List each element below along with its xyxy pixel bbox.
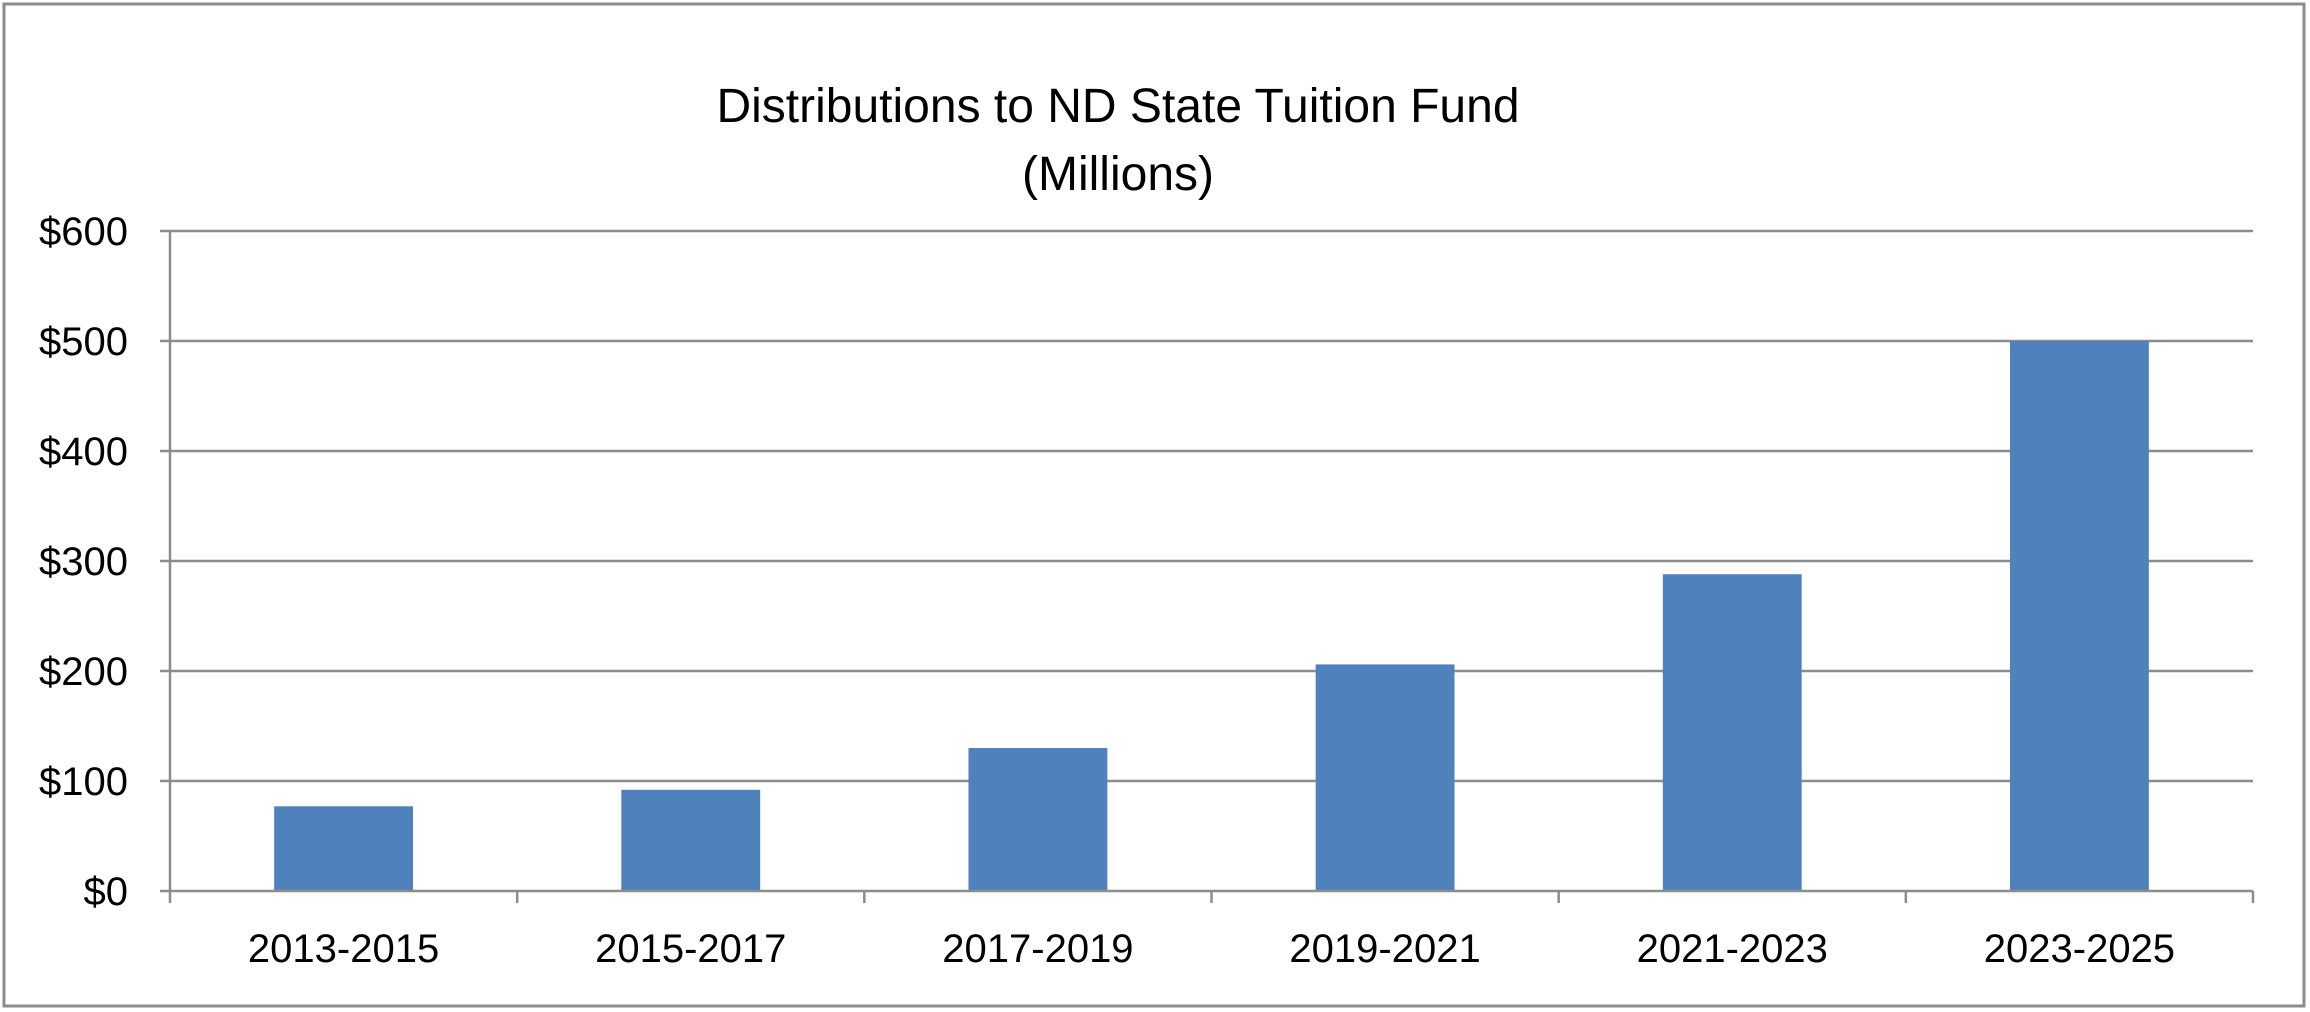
gridlines (170, 229, 2253, 783)
x-tick-labels: 2013-2015 2015-2017 2017-2019 2019-2021 2021… (248, 927, 2175, 971)
y-tick-label: $500 (39, 320, 128, 364)
bar-2015-2017 (621, 789, 761, 891)
x-tick-label: 2017-2019 (942, 927, 1133, 971)
x-tick-label: 2019-2021 (1289, 927, 1480, 971)
axes (160, 229, 2255, 903)
chart-title: Distributions to ND State Tuition Fund (716, 80, 1519, 133)
y-tick-label: $600 (39, 210, 128, 254)
bar-2023-2025 (2009, 341, 2149, 891)
bar-2021-2023 (1662, 574, 1802, 891)
y-tick-label: $0 (84, 870, 129, 914)
chart-subtitle: (Millions) (1022, 148, 1214, 201)
bar-2017-2019 (968, 748, 1108, 891)
x-tick-label: 2015-2017 (595, 927, 786, 971)
y-tick-label: $300 (39, 540, 128, 584)
y-tick-labels: $0 $100 $200 $300 $400 $500 $600 (39, 210, 128, 914)
y-tick-label: $200 (39, 650, 128, 694)
bars (274, 341, 2149, 891)
bar-2019-2021 (1315, 664, 1455, 891)
y-tick-label: $400 (39, 430, 128, 474)
x-tick-label: 2023-2025 (1984, 927, 2175, 971)
x-tick-label: 2013-2015 (248, 927, 439, 971)
x-tick-label: 2021-2023 (1637, 927, 1828, 971)
y-tick-label: $100 (39, 760, 128, 804)
bar-2013-2015 (274, 806, 414, 891)
